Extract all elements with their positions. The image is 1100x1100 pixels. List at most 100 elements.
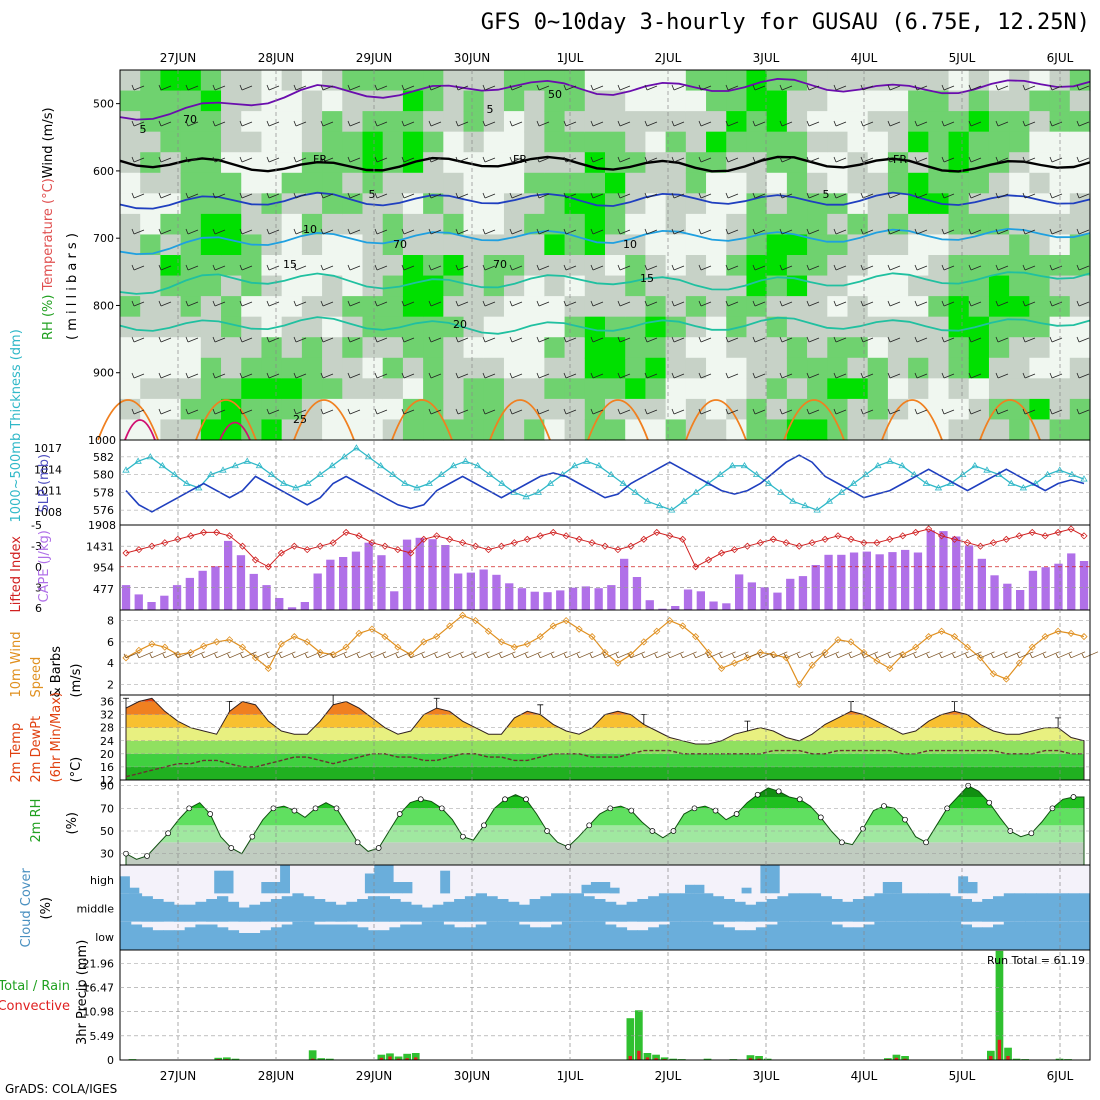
rh-cell xyxy=(746,357,768,379)
cloud-low-bar xyxy=(712,924,725,950)
rh-cell xyxy=(200,337,222,359)
cloud-high-bar xyxy=(374,865,385,894)
rh-cell xyxy=(160,255,182,277)
cloud-low-bar xyxy=(378,930,390,950)
lifted-index-point xyxy=(161,539,169,547)
slp-ytick: 1011 xyxy=(34,485,62,498)
rh-cell xyxy=(928,90,950,112)
wind-barb-10m xyxy=(939,651,956,659)
rh-cell xyxy=(342,378,364,400)
wind-barb xyxy=(482,408,496,415)
rh-cell xyxy=(685,255,707,277)
lifted-index-point xyxy=(213,528,221,537)
top-day-label: 6JUL xyxy=(1047,51,1074,65)
rh-cell xyxy=(362,296,384,318)
rh-cell xyxy=(887,275,909,297)
rh-cell xyxy=(241,296,263,318)
wind-barb xyxy=(1076,408,1090,415)
rh-cell xyxy=(463,90,485,112)
wind-barb xyxy=(617,372,631,379)
rh-point xyxy=(565,844,572,850)
thickness-point xyxy=(158,461,167,469)
wind-barb xyxy=(509,192,523,199)
cloud-low-bar xyxy=(971,927,983,950)
lifted-index-point xyxy=(1080,532,1088,540)
wind-barb xyxy=(1022,300,1036,307)
cloud-low-bar xyxy=(852,927,865,950)
lifted-index-point xyxy=(653,528,661,537)
wind-barb xyxy=(455,336,469,343)
lifted-index-point xyxy=(381,542,389,550)
rh-cell xyxy=(786,90,808,112)
wind-speed-point xyxy=(717,664,726,673)
cloud-low-bar xyxy=(1057,921,1069,950)
wind-barb xyxy=(995,264,1009,271)
top-day-label: 29JUN xyxy=(356,51,393,65)
wind-barb xyxy=(617,336,631,343)
rh-cell xyxy=(665,90,687,112)
wind-barb xyxy=(914,264,928,271)
rh-point xyxy=(860,825,866,832)
cloud-high-bar xyxy=(223,870,234,894)
rh-cell xyxy=(665,172,687,194)
wind-barb xyxy=(644,336,658,343)
wind-speed-point xyxy=(886,664,894,673)
lifted-index-point xyxy=(549,528,557,537)
thickness-point xyxy=(352,444,361,451)
thickness-point xyxy=(437,470,445,478)
cape-bar xyxy=(1067,553,1076,610)
cloud-middle-bar xyxy=(831,899,843,922)
rh-cell xyxy=(766,357,788,379)
rh-cell xyxy=(463,378,485,400)
rh-cell xyxy=(746,172,768,194)
rh-cell xyxy=(928,357,950,379)
rh-cell xyxy=(140,213,162,236)
rh-cell xyxy=(786,131,808,153)
thickness-point xyxy=(316,470,324,478)
cape-bar xyxy=(121,585,131,610)
rh-cell xyxy=(766,172,788,194)
wind-ytick: 6 xyxy=(107,636,114,649)
rh-cell xyxy=(524,255,545,277)
cape-bar xyxy=(543,592,552,610)
top-day-label: 1JUL xyxy=(557,51,584,65)
rh-cell xyxy=(1009,296,1030,318)
cape-bar xyxy=(594,588,603,610)
rh-cell xyxy=(1069,296,1091,318)
wind-barb xyxy=(914,228,928,235)
wind-barb xyxy=(266,192,280,199)
temp-ylabel: (°C) xyxy=(69,757,84,783)
wind-barb xyxy=(509,156,523,163)
wind-barb xyxy=(158,264,172,271)
cape-bar xyxy=(275,598,284,610)
rh-cell xyxy=(564,357,586,379)
rh-cell xyxy=(281,213,303,236)
thickness-point xyxy=(328,461,336,469)
cloud-high-bar xyxy=(364,873,375,894)
rh-cell xyxy=(200,193,222,215)
wind-ytick: 2 xyxy=(107,678,114,691)
cape-bar xyxy=(364,542,373,610)
rh-cell xyxy=(948,275,970,297)
wind-barb xyxy=(131,192,145,199)
wind-barb xyxy=(509,84,523,91)
rh-cell xyxy=(1069,316,1091,338)
wind-barb xyxy=(563,336,577,343)
wind-barb xyxy=(968,192,982,199)
thickness-point xyxy=(619,479,627,486)
cloud-middle-bar xyxy=(357,899,369,922)
cloud-low-bar xyxy=(896,921,908,950)
rh-cell xyxy=(786,213,808,236)
wind-barb xyxy=(347,192,361,199)
rh-cell xyxy=(180,337,202,359)
wind-barb xyxy=(887,192,901,199)
rh-cell xyxy=(766,296,788,318)
rh-cell xyxy=(443,172,465,194)
rh-cell xyxy=(564,255,586,277)
grads-credit: GrADS: COLA/IGES xyxy=(5,1082,118,1096)
thickness-point xyxy=(1007,479,1015,486)
wind-barb xyxy=(941,228,955,235)
rh-cell xyxy=(625,172,647,194)
rh-cell xyxy=(221,131,242,153)
cloud-low-bar xyxy=(411,924,423,950)
